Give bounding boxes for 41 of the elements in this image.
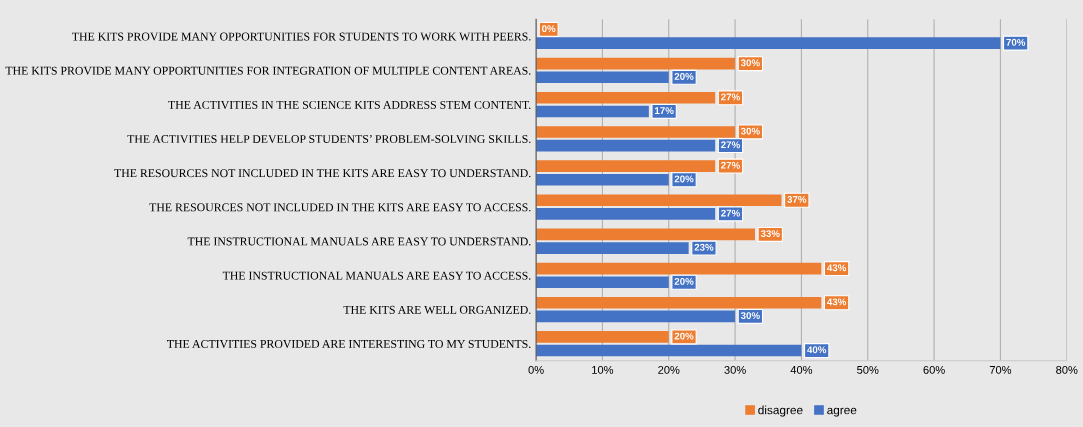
data-label: 17% <box>655 107 674 115</box>
data-label: 20% <box>674 277 694 285</box>
data-label: 20% <box>674 175 694 183</box>
data-label: 27% <box>721 161 740 169</box>
x-tick-label: 40% <box>790 365 813 374</box>
x-tick-label: 0% <box>528 365 544 374</box>
x-tick-label: 80% <box>1056 365 1078 374</box>
data-label: 43% <box>827 264 847 272</box>
y-tick-label: THE INSTRUCTIONAL MANUALS ARE EASY TO ACCESS. <box>222 271 531 280</box>
data-label: 30% <box>740 312 760 320</box>
data-label: 30% <box>740 59 760 67</box>
data-label: 33% <box>760 230 780 238</box>
data-label: 0% <box>542 25 556 33</box>
data-label: 37% <box>787 195 807 203</box>
data-label: 70% <box>1006 38 1026 46</box>
data-label: 40% <box>807 346 827 354</box>
legend-label: agree <box>827 407 857 417</box>
y-tick-label: THE RESOURCES NOT INCLUDED IN THE KITS ARE EASY TO UNDERSTAND. <box>114 169 531 178</box>
x-tick-label: 20% <box>658 365 680 374</box>
y-tick-label: THE RESOURCES NOT INCLUDED IN THE KITS ARE EASY TO ACCESS. <box>149 203 531 212</box>
data-label: 43% <box>827 298 847 306</box>
data-label: 27% <box>721 141 740 149</box>
y-tick-label: THE KITS PROVIDE MANY OPPORTUNITIES FOR STUDENTS TO WORK WITH PEERS. <box>72 32 531 41</box>
y-tick-label: THE KITS PROVIDE MANY OPPORTUNITIES FOR INTEGRATION OF MULTIPLE CONTENT AREAS. <box>5 66 531 75</box>
x-tick-label: 30% <box>724 365 746 374</box>
data-label: 20% <box>674 332 694 340</box>
y-tick-label: THE KITS ARE WELL ORGANIZED. <box>343 305 531 314</box>
y-tick-label: THE ACTIVITIES PROVIDED ARE INTERESTING TO MY STUDENTS. <box>167 340 531 349</box>
x-tick-label: 70% <box>989 365 1012 374</box>
data-label: 23% <box>694 243 714 251</box>
x-tick-label: 50% <box>857 365 879 374</box>
data-label: 27% <box>721 93 740 101</box>
y-tick-label: THE INSTRUCTIONAL MANUALS ARE EASY TO UNDERSTAND. <box>187 237 531 246</box>
data-label: 30% <box>740 127 760 135</box>
y-tick-label: THE ACTIVITIES IN THE SCIENCE KITS ADDRESS STEM CONTENT. <box>168 100 531 109</box>
legend-label: disagree <box>758 405 803 417</box>
data-label: 27% <box>721 209 740 217</box>
y-tick-label: THE ACTIVITIES HELP DEVELOP STUDENTS’ PROBLEM-SOLVING SKILLS. <box>127 135 531 144</box>
data-label: 20% <box>674 73 694 80</box>
x-tick-label: 60% <box>923 365 945 374</box>
x-tick-label: 10% <box>592 365 614 374</box>
